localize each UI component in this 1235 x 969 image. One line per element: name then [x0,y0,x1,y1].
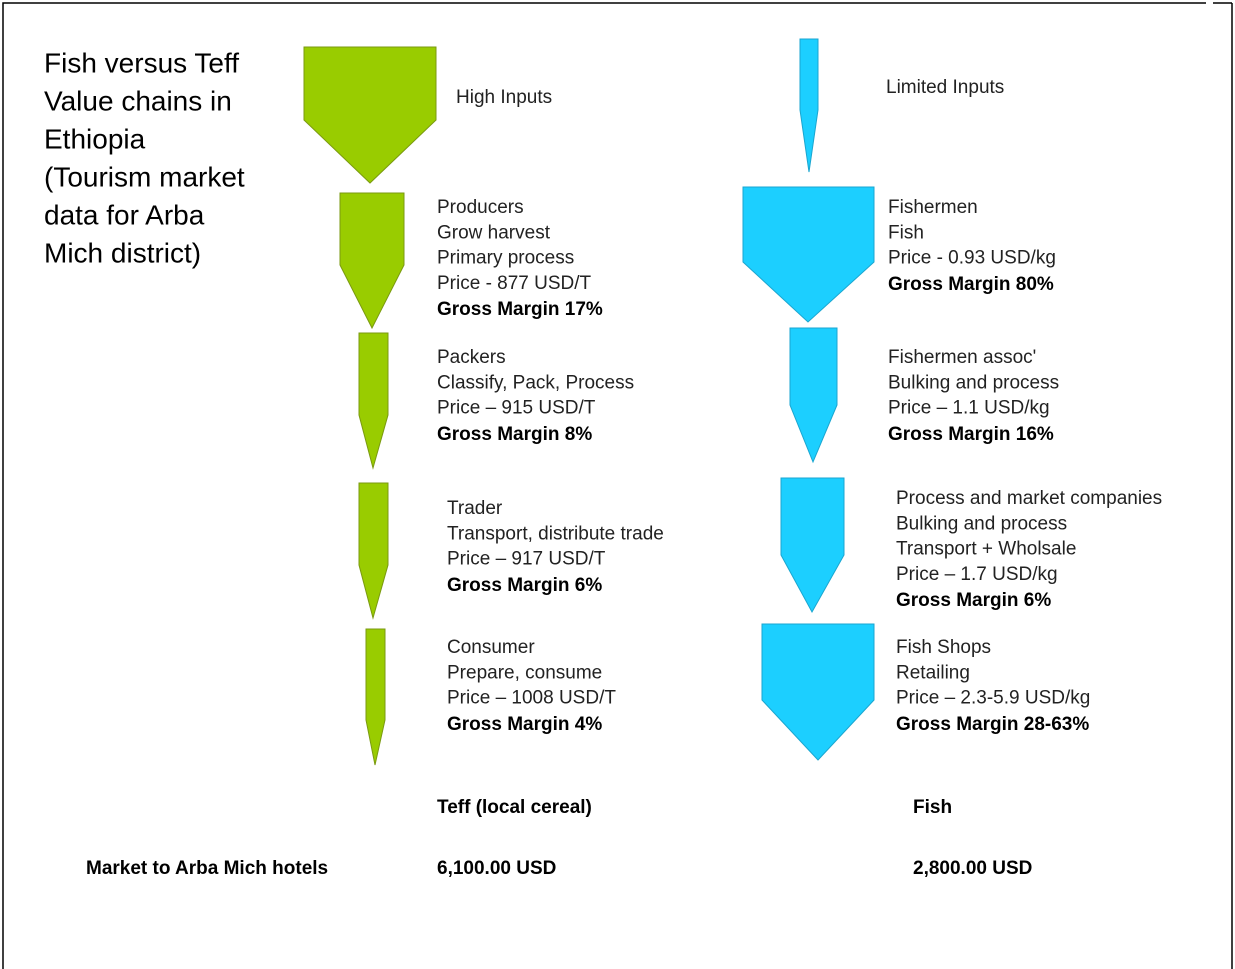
fish-stage-margin: Gross Margin 28-63% [896,714,1089,735]
fish-stage-line: Fishermen assoc' [888,347,1036,368]
teff-stage-line: Producers [437,197,524,218]
teff-stage-line: Prepare, consume [447,662,602,683]
fish-arrow [780,477,845,614]
teff-stage-line: Price – 1008 USD/T [447,688,616,709]
fish-stage-line: Process and market companies [896,488,1162,509]
title-line: Mich district) [44,237,201,268]
teff-arrow [358,482,389,620]
teff-stage-margin: Gross Margin 8% [437,424,592,445]
fish-arrow [799,38,819,173]
fish-stage-line: Price - 0.93 USD/kg [888,248,1056,269]
teff-arrow [365,628,386,766]
teff-arrow [339,192,405,330]
fish-arrow [761,623,875,761]
fish-inputs: Limited Inputs [886,77,1004,98]
teff-stage-line: Primary process [437,248,574,269]
fish-stage-line: Price – 1.1 USD/kg [888,398,1050,419]
fish-arrow [742,186,875,323]
fish-stage-margin: Gross Margin 16% [888,424,1054,445]
teff-stage-line: Classify, Pack, Process [437,372,634,393]
frame [2,2,1206,969]
fish-stage-line: Bulking and process [888,372,1059,393]
teff-stage-margin: Gross Margin 4% [447,714,602,735]
teff-stage-line: Transport, distribute trade [447,523,664,544]
teff-stage-line: Price – 917 USD/T [447,549,606,570]
title-line: data for Arba [44,199,205,230]
fish-stage-line: Bulking and process [896,513,1067,534]
fish-stage-line: Price – 2.3-5.9 USD/kg [896,688,1090,709]
teff-stage-margin: Gross Margin 6% [447,575,602,596]
teff-inputs: High Inputs [456,87,552,108]
fish-stage-line: Price – 1.7 USD/kg [896,564,1058,585]
title-line: Fish versus Teff [44,47,239,78]
teff-market: 6,100.00 USD [437,858,556,879]
teff-stage-line: Packers [437,347,506,368]
market-label: Market to Arba Mich hotels [86,858,328,879]
fish-stage-line: Transport + Wholsale [896,539,1076,560]
title-line: Ethiopia [44,123,146,154]
fish-stage-line: Fish [888,222,924,243]
teff-name: Teff (local cereal) [437,797,592,818]
title-line: (Tourism market [44,161,245,192]
fish-stage-line: Fishermen [888,197,978,218]
fish-stage-margin: Gross Margin 80% [888,274,1054,295]
teff-stage-line: Price - 877 USD/T [437,273,592,294]
teff-stage-line: Price – 915 USD/T [437,398,596,419]
teff-stage-line: Grow harvest [437,222,551,243]
title-line: Value chains in [44,85,232,116]
fish-stage-line: Retailing [896,662,970,683]
teff-arrow [303,46,437,184]
fish-arrow [789,327,838,464]
fish-stage-margin: Gross Margin 6% [896,590,1051,611]
teff-stage-margin: Gross Margin 17% [437,299,603,320]
fish-market: 2,800.00 USD [913,858,1032,879]
teff-arrow [358,332,389,470]
teff-stage-line: Consumer [447,637,535,658]
fish-stage-line: Fish Shops [896,637,991,658]
teff-stage-line: Trader [447,498,503,519]
fish-name: Fish [913,797,952,818]
